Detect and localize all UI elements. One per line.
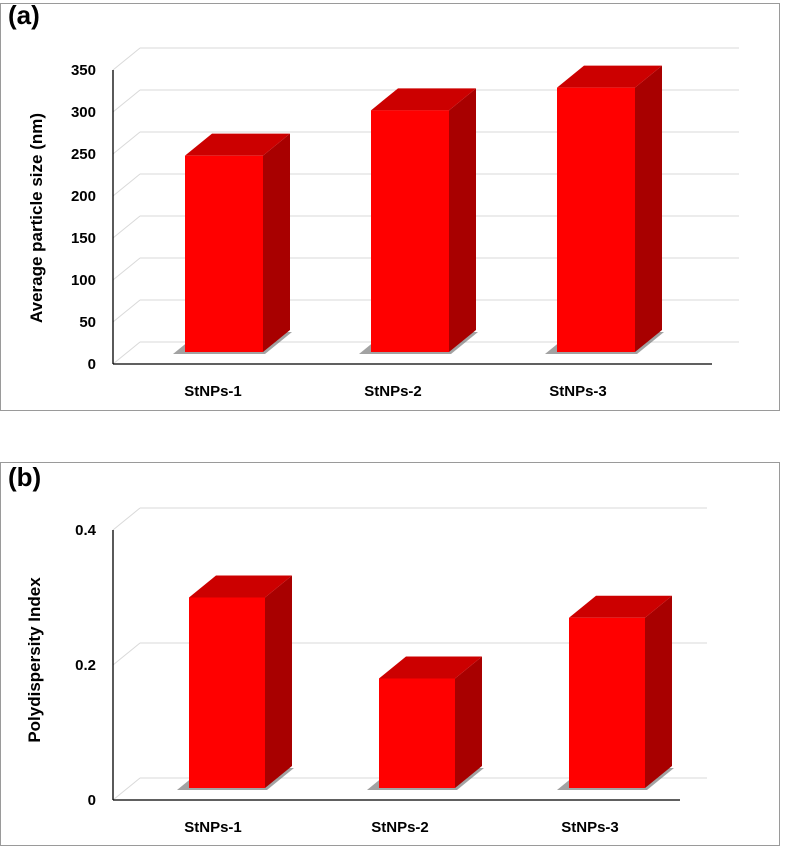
x-tick-label: StNPs-3 — [549, 383, 607, 400]
bar-side — [455, 656, 482, 788]
bar-side — [449, 88, 476, 352]
bar-top — [185, 133, 290, 156]
bar-top — [189, 575, 292, 598]
bar-top — [379, 656, 482, 679]
x-tick-label: StNPs-2 — [364, 383, 422, 400]
bar-top — [569, 595, 672, 618]
gridline-diagonal — [112, 299, 141, 323]
y-tick-label: 0 — [88, 356, 96, 373]
gridline-diagonal — [112, 257, 141, 281]
bar-front — [557, 87, 635, 352]
gridline-diagonal — [112, 131, 141, 155]
bar-top — [557, 65, 662, 88]
bar-StNPs-1 — [177, 575, 294, 790]
panel-label-a: (a) — [8, 0, 40, 30]
bar-StNPs-1 — [173, 133, 292, 354]
y-tick-label: 300 — [71, 104, 96, 121]
bar-front — [371, 110, 449, 352]
gridline-diagonal — [112, 89, 141, 113]
bar-StNPs-3 — [545, 65, 664, 354]
x-tick-label: StNPs-2 — [371, 819, 429, 836]
y-tick-label: 0.2 — [75, 657, 96, 674]
gridline-diagonal — [112, 173, 141, 197]
bar-side — [263, 133, 290, 352]
y-axis-label: Average particle size (nm) — [27, 113, 46, 323]
x-tick-label: StNPs-1 — [184, 819, 242, 836]
bar-top — [371, 88, 476, 111]
floor-diagonal — [112, 341, 141, 365]
gridline-diagonal — [112, 507, 141, 531]
y-tick-label: 150 — [71, 230, 96, 247]
gridline-diagonal — [112, 47, 141, 71]
bar-front — [185, 155, 263, 352]
y-axis-label: Polydispersity Index — [25, 577, 44, 743]
bar-front — [189, 597, 265, 788]
bar-StNPs-3 — [557, 595, 674, 790]
bar-StNPs-2 — [367, 656, 484, 790]
y-tick-label: 50 — [79, 314, 96, 331]
bar-side — [635, 65, 662, 352]
y-tick-label: 200 — [71, 188, 96, 205]
bar-StNPs-2 — [359, 88, 478, 354]
bar-front — [379, 678, 455, 788]
x-tick-label: StNPs-3 — [561, 819, 619, 836]
gridline-diagonal — [112, 215, 141, 239]
bar-side — [645, 595, 672, 788]
y-tick-label: 100 — [71, 272, 96, 289]
chart-a: 0 50 100 150 200 250 300 350 Average particle si… — [27, 47, 739, 400]
gridline-diagonal — [112, 642, 141, 666]
x-tick-label: StNPs-1 — [184, 383, 242, 400]
y-tick-label: 0.4 — [75, 522, 97, 539]
panel-label-b: (b) — [8, 462, 42, 492]
floor-diagonal — [112, 777, 141, 801]
bar-side — [265, 575, 292, 788]
y-tick-label: 0 — [88, 792, 96, 809]
bar-front — [569, 617, 645, 788]
y-tick-label: 350 — [71, 62, 96, 79]
chart-b: 0 0.2 0.4 Polydispersity Index StNPs-1 StNPs-… — [25, 507, 707, 836]
y-tick-label: 250 — [71, 146, 96, 163]
